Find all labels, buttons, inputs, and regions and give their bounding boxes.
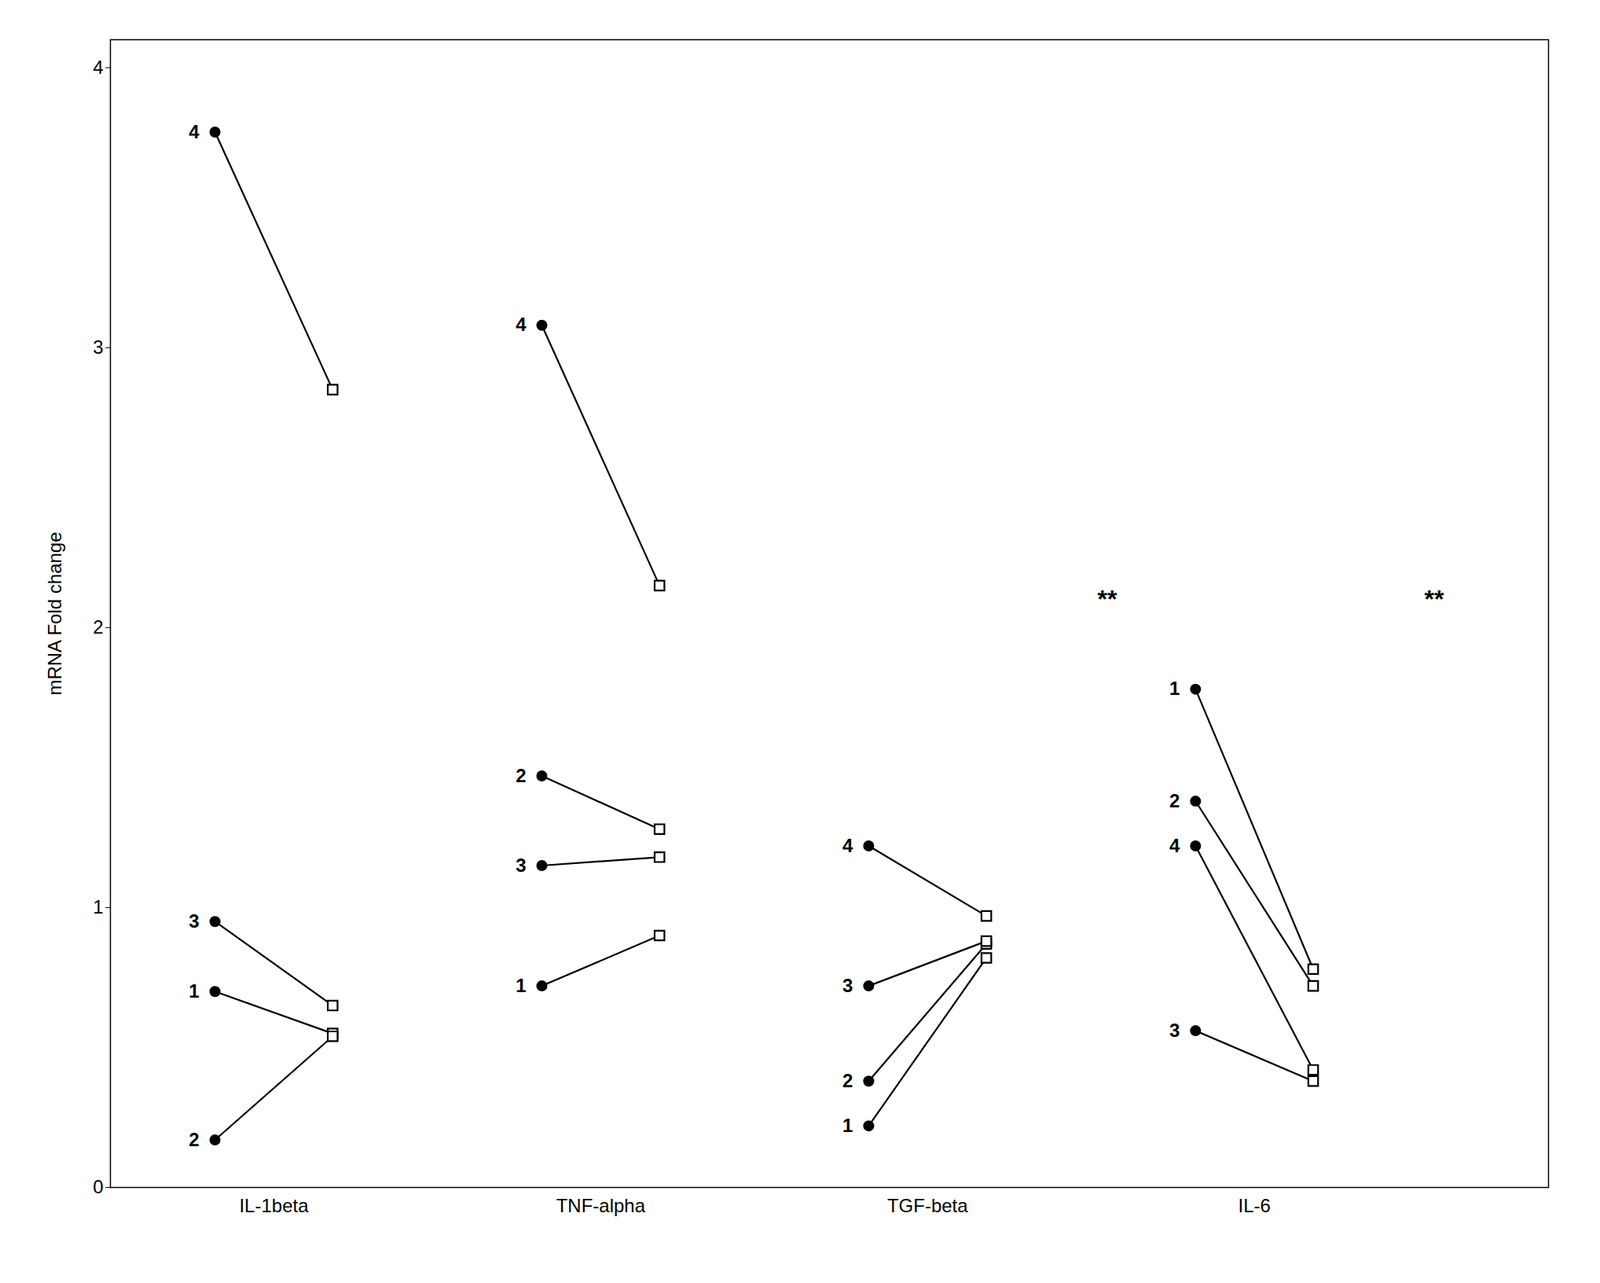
svg-text:1: 1 bbox=[1169, 677, 1180, 699]
svg-text:4: 4 bbox=[515, 313, 527, 335]
svg-text:TGF-beta: TGF-beta bbox=[887, 1194, 969, 1216]
svg-text:2: 2 bbox=[515, 764, 526, 786]
svg-text:1: 1 bbox=[188, 979, 199, 1002]
svg-text:3: 3 bbox=[1169, 1019, 1180, 1041]
svg-text:IL-6: IL-6 bbox=[1238, 1194, 1271, 1216]
svg-text:1: 1 bbox=[842, 1114, 853, 1136]
svg-text:IL-1beta: IL-1beta bbox=[238, 1194, 309, 1216]
svg-text:3: 3 bbox=[515, 854, 526, 876]
svg-text:3: 3 bbox=[188, 910, 199, 932]
svg-text:TNF-alpha: TNF-alpha bbox=[556, 1194, 646, 1216]
svg-text:1: 1 bbox=[92, 895, 103, 918]
svg-text:4: 4 bbox=[1169, 834, 1181, 856]
svg-text:**: ** bbox=[1423, 584, 1444, 613]
svg-text:**: ** bbox=[1097, 584, 1118, 613]
svg-text:0: 0 bbox=[92, 1175, 103, 1197]
svg-text:4: 4 bbox=[92, 56, 103, 78]
svg-text:3: 3 bbox=[842, 974, 853, 996]
svg-text:4: 4 bbox=[842, 834, 854, 856]
svg-text:4: 4 bbox=[188, 121, 200, 143]
svg-text:1: 1 bbox=[515, 974, 526, 996]
svg-text:3: 3 bbox=[92, 336, 103, 358]
svg-text:2: 2 bbox=[842, 1069, 853, 1091]
svg-text:2: 2 bbox=[1169, 789, 1180, 812]
svg-text:2: 2 bbox=[188, 1128, 199, 1150]
svg-text:2: 2 bbox=[92, 616, 103, 638]
svg-text:mRNA Fold change: mRNA Fold change bbox=[44, 531, 66, 695]
